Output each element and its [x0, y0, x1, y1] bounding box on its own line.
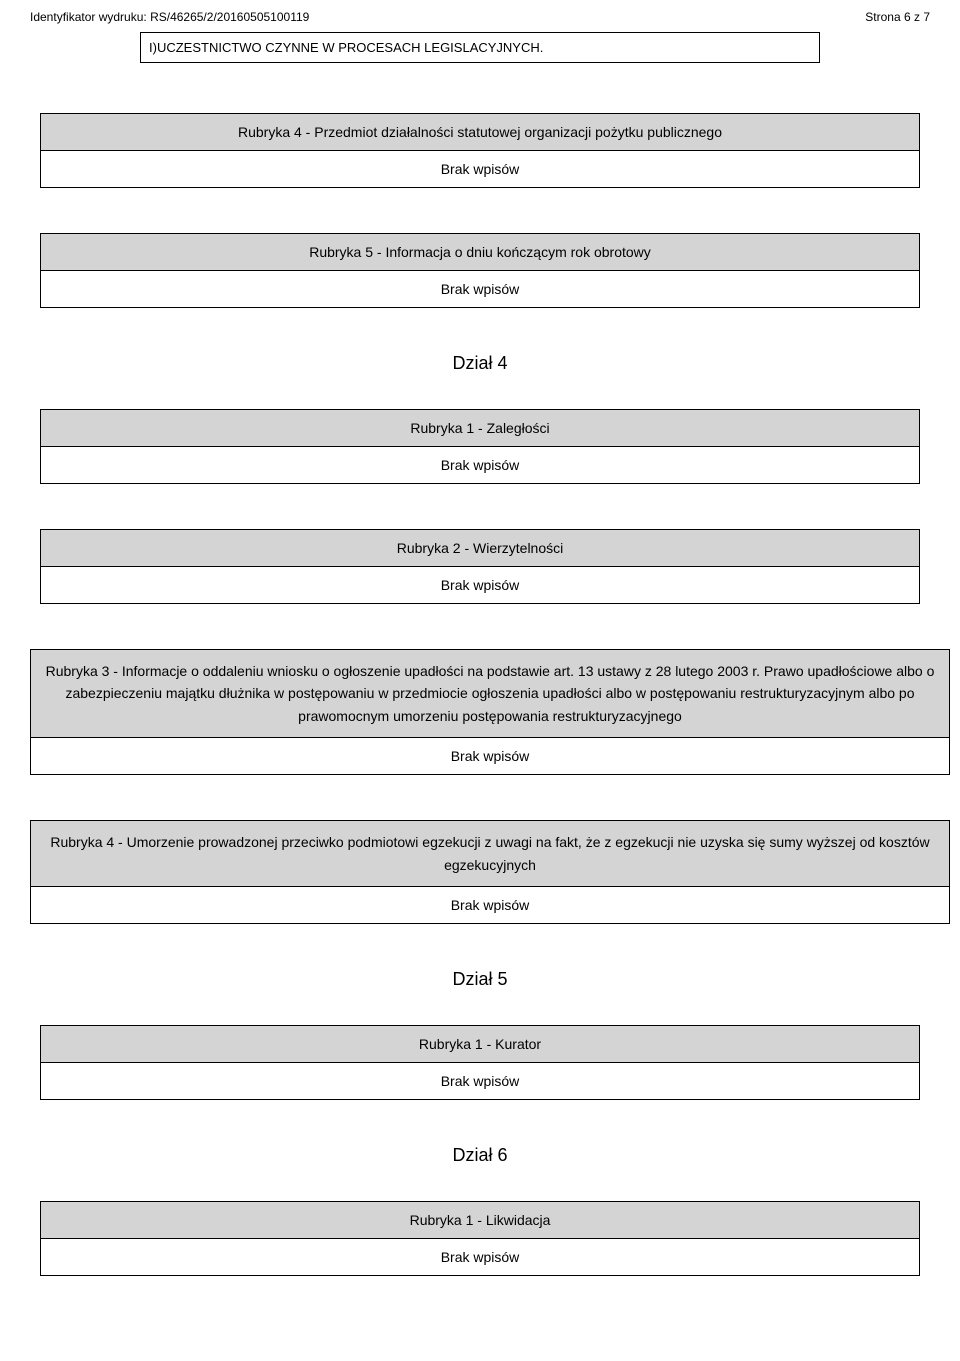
dzial-6-heading: Dział 6 — [30, 1145, 930, 1166]
rubryka-body: Brak wpisów — [41, 1239, 919, 1275]
page-container: Identyfikator wydruku: RS/46265/2/201605… — [0, 0, 960, 1306]
page-number: Strona 6 z 7 — [865, 10, 930, 24]
rubryka-5-informacja: Rubryka 5 - Informacja o dniu kończącym … — [30, 233, 930, 308]
rubryka-body: Brak wpisów — [41, 447, 919, 483]
page-header: Identyfikator wydruku: RS/46265/2/201605… — [30, 10, 930, 24]
identifier-label: Identyfikator wydruku: — [30, 10, 147, 24]
rubryka-header: Rubryka 1 - Kurator — [41, 1026, 919, 1063]
rubryka-body: Brak wpisów — [41, 151, 919, 187]
top-content-box: I)UCZESTNICTWO CZYNNE W PROCESACH LEGISL… — [140, 32, 820, 63]
top-content-text: I)UCZESTNICTWO CZYNNE W PROCESACH LEGISL… — [141, 33, 819, 62]
print-identifier: Identyfikator wydruku: RS/46265/2/201605… — [30, 10, 309, 24]
rubryka-header: Rubryka 4 - Umorzenie prowadzonej przeci… — [31, 821, 949, 887]
rubryka-1-kurator: Rubryka 1 - Kurator Brak wpisów — [30, 1025, 930, 1100]
rubryka-3-informacje: Rubryka 3 - Informacje o oddaleniu wnios… — [30, 649, 950, 775]
rubryka-header: Rubryka 2 - Wierzytelności — [41, 530, 919, 567]
rubryka-body: Brak wpisów — [41, 567, 919, 603]
rubryka-header: Rubryka 3 - Informacje o oddaleniu wnios… — [31, 650, 949, 738]
rubryka-header: Rubryka 1 - Likwidacja — [41, 1202, 919, 1239]
rubryka-header: Rubryka 1 - Zaległości — [41, 410, 919, 447]
rubryka-1-zaleglosci: Rubryka 1 - Zaległości Brak wpisów — [30, 409, 930, 484]
dzial-5-heading: Dział 5 — [30, 969, 930, 990]
rubryka-4-umorzenie: Rubryka 4 - Umorzenie prowadzonej przeci… — [30, 820, 950, 924]
dzial-4-heading: Dział 4 — [30, 353, 930, 374]
rubryka-body: Brak wpisów — [31, 887, 949, 923]
rubryka-body: Brak wpisów — [31, 738, 949, 774]
rubryka-body: Brak wpisów — [41, 1063, 919, 1099]
rubryka-4-przedmiot: Rubryka 4 - Przedmiot działalności statu… — [30, 113, 930, 188]
rubryka-2-wierzytelnosci: Rubryka 2 - Wierzytelności Brak wpisów — [30, 529, 930, 604]
rubryka-header: Rubryka 4 - Przedmiot działalności statu… — [41, 114, 919, 151]
rubryka-header: Rubryka 5 - Informacja o dniu kończącym … — [41, 234, 919, 271]
rubryka-1-likwidacja: Rubryka 1 - Likwidacja Brak wpisów — [30, 1201, 930, 1276]
identifier-value: RS/46265/2/20160505100119 — [150, 10, 309, 24]
rubryka-body: Brak wpisów — [41, 271, 919, 307]
